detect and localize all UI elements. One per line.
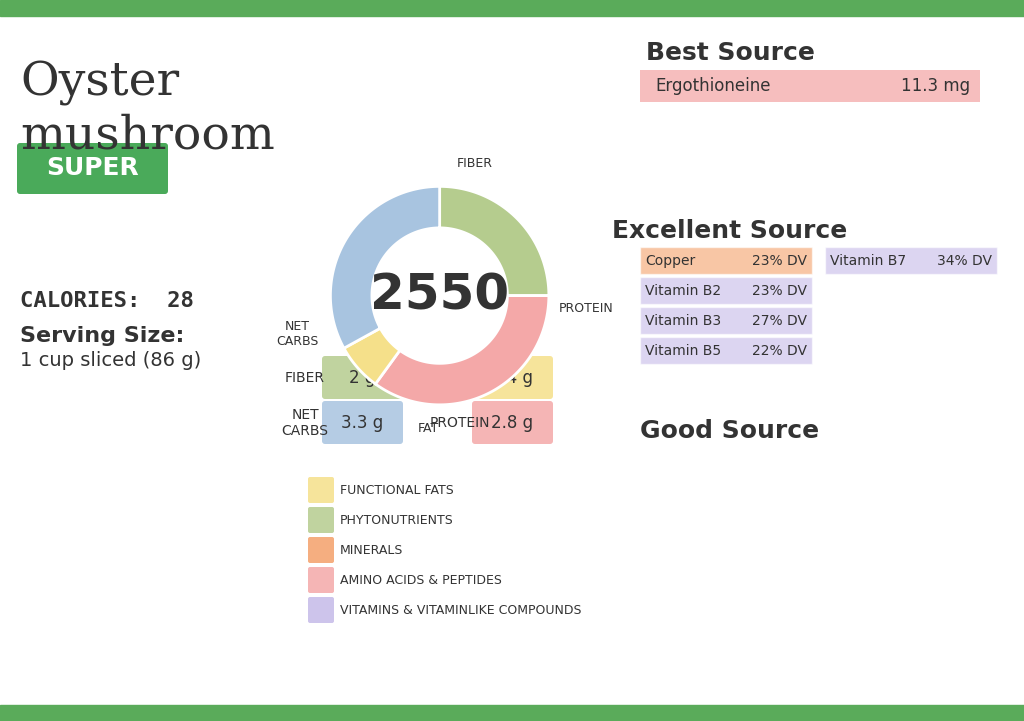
Text: FIBER: FIBER xyxy=(457,157,493,170)
FancyBboxPatch shape xyxy=(308,537,334,563)
Text: 22% DV: 22% DV xyxy=(752,344,807,358)
Polygon shape xyxy=(331,187,439,348)
Text: Serving Size:: Serving Size: xyxy=(20,326,184,346)
FancyBboxPatch shape xyxy=(472,356,553,399)
FancyBboxPatch shape xyxy=(17,143,168,194)
Text: Best Source: Best Source xyxy=(645,41,814,65)
Text: 1 cup sliced (86 g): 1 cup sliced (86 g) xyxy=(20,352,202,371)
FancyBboxPatch shape xyxy=(308,477,334,503)
Text: Vitamin B5: Vitamin B5 xyxy=(645,344,721,358)
Text: Ergothioneine: Ergothioneine xyxy=(655,77,770,95)
Text: MINERALS: MINERALS xyxy=(340,544,403,557)
Text: Vitamin B2: Vitamin B2 xyxy=(645,284,721,298)
Text: VITAMINS & VITAMINLIKE COMPOUNDS: VITAMINS & VITAMINLIKE COMPOUNDS xyxy=(340,603,582,616)
Text: 2 g: 2 g xyxy=(349,369,375,387)
FancyBboxPatch shape xyxy=(308,597,334,623)
Text: CALORIES:  28: CALORIES: 28 xyxy=(20,291,194,311)
Text: Oyster
mushroom: Oyster mushroom xyxy=(20,61,274,159)
FancyBboxPatch shape xyxy=(472,401,553,444)
Text: NET
CARBS: NET CARBS xyxy=(276,320,318,348)
Text: Excellent Source: Excellent Source xyxy=(612,219,848,243)
Text: 2550: 2550 xyxy=(370,272,509,319)
Text: AMINO ACIDS & PEPTIDES: AMINO ACIDS & PEPTIDES xyxy=(340,573,502,586)
FancyBboxPatch shape xyxy=(0,0,1024,16)
FancyBboxPatch shape xyxy=(640,337,812,364)
Polygon shape xyxy=(439,187,549,296)
Text: 27% DV: 27% DV xyxy=(752,314,807,328)
FancyBboxPatch shape xyxy=(322,401,403,444)
Text: FAT: FAT xyxy=(449,371,472,385)
Text: Vitamin B7: Vitamin B7 xyxy=(830,254,906,268)
Text: 0.4 g: 0.4 g xyxy=(490,369,534,387)
Text: 11.3 mg: 11.3 mg xyxy=(901,77,970,95)
Text: PROTEIN: PROTEIN xyxy=(430,416,490,430)
Text: 2.8 g: 2.8 g xyxy=(490,414,534,432)
Text: FIBER: FIBER xyxy=(285,371,325,385)
FancyBboxPatch shape xyxy=(308,567,334,593)
Text: 3.3 g: 3.3 g xyxy=(341,414,383,432)
Text: FUNCTIONAL FATS: FUNCTIONAL FATS xyxy=(340,484,454,497)
FancyBboxPatch shape xyxy=(322,356,403,399)
Polygon shape xyxy=(344,328,399,384)
FancyBboxPatch shape xyxy=(308,507,334,533)
Text: PROTEIN: PROTEIN xyxy=(559,302,614,315)
Text: Copper: Copper xyxy=(645,254,695,268)
Text: 23% DV: 23% DV xyxy=(752,284,807,298)
FancyBboxPatch shape xyxy=(640,247,812,274)
Text: Vitamin B3: Vitamin B3 xyxy=(645,314,721,328)
Text: PHYTONUTRIENTS: PHYTONUTRIENTS xyxy=(340,513,454,526)
FancyBboxPatch shape xyxy=(640,70,980,102)
Text: FAT: FAT xyxy=(418,422,438,435)
Text: 34% DV: 34% DV xyxy=(937,254,992,268)
Text: 23% DV: 23% DV xyxy=(752,254,807,268)
FancyBboxPatch shape xyxy=(640,277,812,304)
FancyBboxPatch shape xyxy=(0,705,1024,721)
FancyBboxPatch shape xyxy=(640,307,812,334)
Polygon shape xyxy=(376,296,549,404)
Text: NET
CARBS: NET CARBS xyxy=(282,408,329,438)
FancyBboxPatch shape xyxy=(825,247,997,274)
Text: Good Source: Good Source xyxy=(640,419,819,443)
Text: SUPER: SUPER xyxy=(47,156,139,180)
